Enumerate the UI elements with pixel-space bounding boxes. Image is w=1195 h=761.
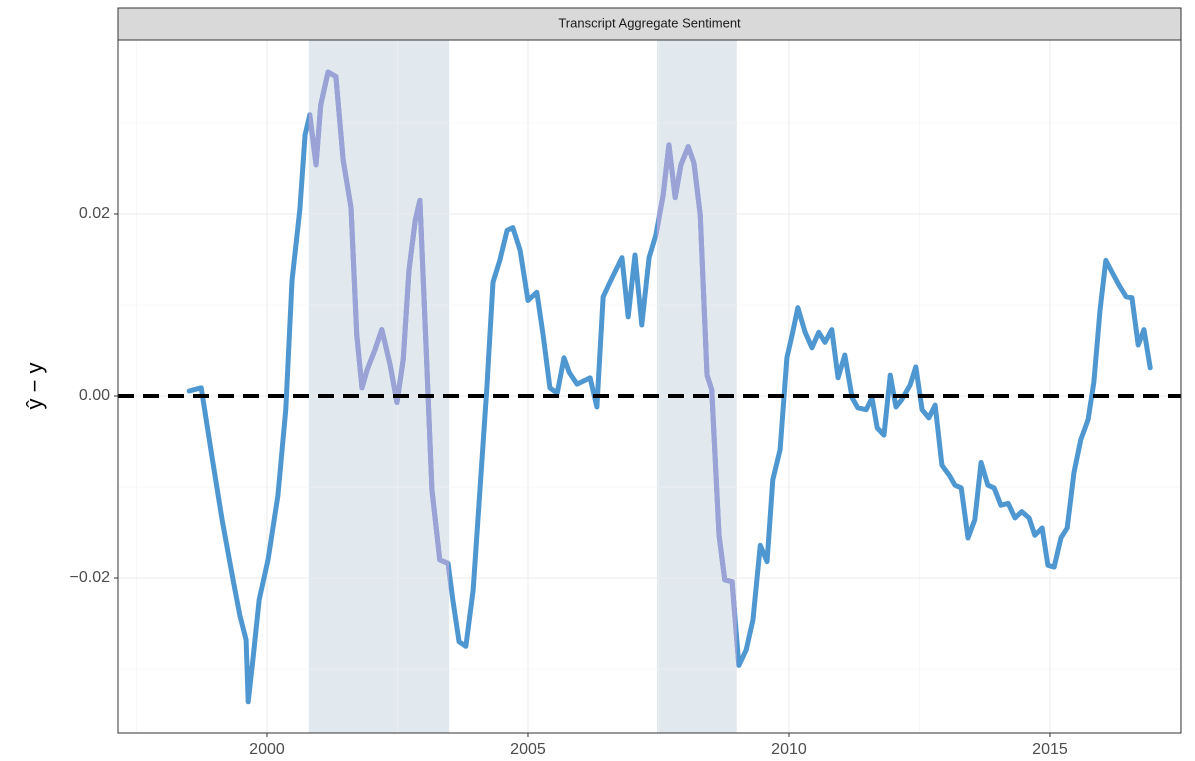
- y-axis-label: ŷ − y: [22, 362, 47, 409]
- x-tick-label: 2010: [771, 741, 807, 758]
- x-tick-label: 2015: [1032, 741, 1068, 758]
- x-tick-label: 2000: [249, 741, 285, 758]
- y-tick-label: 0.02: [79, 205, 110, 222]
- panel-border: [117, 39, 1182, 734]
- strip: [117, 7, 1182, 41]
- y-tick-label: 0.00: [79, 387, 110, 404]
- y-tick-label: −0.02: [70, 569, 111, 586]
- chart-title: Transcript Aggregate Sentiment: [558, 15, 741, 30]
- x-tick-label: 2005: [510, 741, 546, 758]
- highlighted-line: [308, 69, 737, 705]
